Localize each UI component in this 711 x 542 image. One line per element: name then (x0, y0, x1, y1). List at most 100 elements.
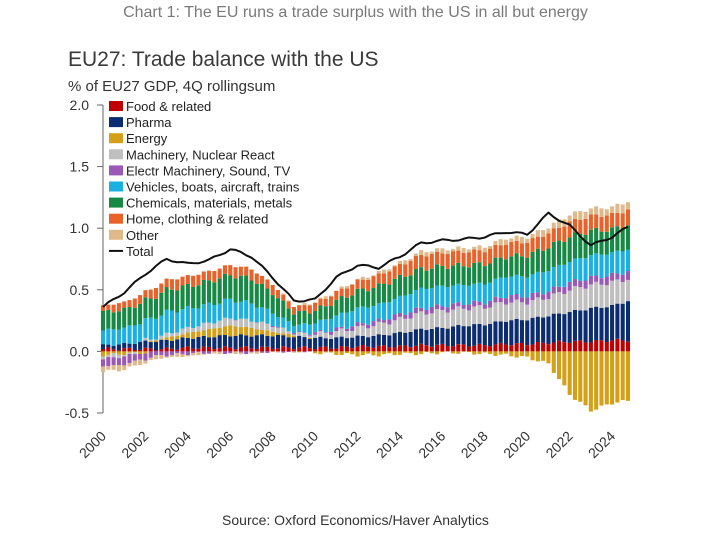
bar-segment (514, 253, 519, 275)
bar-segment (116, 365, 121, 372)
bar-segment (413, 345, 418, 352)
bar-segment (100, 356, 106, 360)
bar-segment (397, 274, 403, 296)
bar-segment (514, 235, 519, 241)
bar-segment (207, 351, 212, 354)
bar-segment (477, 301, 482, 306)
bar-segment (387, 324, 392, 336)
bar-segment (313, 334, 318, 338)
bar-segment (625, 341, 631, 352)
bar-segment (275, 317, 281, 327)
bar-segment (265, 351, 270, 353)
bar-segment (244, 351, 249, 355)
bar-segment (191, 328, 196, 332)
bar-segment (397, 312, 403, 317)
bar-segment (419, 343, 424, 352)
bar-segment (546, 233, 551, 249)
bar-segment (562, 226, 567, 242)
bar-segment (222, 273, 228, 299)
bar-segment (148, 339, 153, 342)
bar-segment (557, 313, 562, 341)
bar-segment (371, 351, 376, 356)
bar-segment (503, 321, 509, 345)
bar-segment (106, 366, 111, 370)
bar-segment (191, 352, 196, 356)
bar-segment (307, 348, 312, 352)
bar-segment (382, 351, 387, 355)
bar-segment (254, 329, 259, 336)
bar-segment (503, 259, 509, 278)
bar-segment (318, 319, 323, 330)
bar-segment (212, 328, 217, 338)
bar-segment (233, 320, 238, 327)
bar-segment (127, 352, 132, 354)
bar-segment (281, 317, 286, 328)
bar-segment (440, 309, 445, 328)
bar-segment (429, 306, 434, 314)
bar-segment (111, 304, 116, 313)
bar-segment (493, 344, 498, 352)
bar-segment (159, 292, 164, 316)
bar-segment (578, 219, 583, 234)
bar-segment (143, 351, 148, 354)
bar-segment (355, 322, 360, 327)
bar-segment (355, 307, 360, 323)
bar-segment (222, 265, 228, 274)
bar-segment (291, 351, 296, 353)
bar-segment (466, 326, 471, 347)
bar-segment (360, 288, 365, 307)
bar-segment (159, 355, 164, 359)
bar-segment (153, 339, 159, 341)
bar-segment (334, 299, 339, 316)
bar-segment (610, 351, 615, 405)
bar-segment (625, 271, 631, 280)
bar-segment (503, 344, 509, 352)
bar-segment (424, 288, 429, 310)
bar-segment (397, 351, 403, 355)
bar-segment (583, 211, 588, 219)
bar-segment (132, 351, 137, 353)
bar-segment (122, 342, 127, 349)
bar-segment (201, 271, 206, 280)
bar-segment (148, 357, 153, 361)
bar-segment (625, 209, 631, 226)
bar-segment (291, 337, 296, 350)
bar-segment (106, 309, 111, 329)
bar-segment (588, 275, 593, 285)
bar-segment (106, 351, 111, 355)
bar-segment (212, 271, 217, 283)
bar-segment (191, 331, 196, 339)
bar-segment (111, 365, 116, 370)
bar-segment (260, 334, 265, 347)
bar-segment (366, 307, 371, 325)
bar-segment (265, 288, 270, 309)
bar-segment (604, 285, 609, 308)
bar-segment (435, 248, 440, 252)
bar-segment (281, 327, 286, 334)
bar-segment (122, 351, 127, 356)
bar-segment (604, 351, 609, 405)
bar-segment (519, 243, 524, 257)
bar-segment (498, 257, 503, 278)
bar-segment (408, 347, 413, 352)
bar-segment (286, 308, 291, 322)
bar-segment (138, 295, 143, 304)
bar-segment (376, 351, 381, 357)
bar-segment (153, 350, 159, 352)
bar-segment (260, 275, 265, 284)
bar-segment (148, 289, 153, 299)
bar-segment (132, 354, 137, 361)
bar-segment (472, 351, 477, 355)
bar-segment (599, 307, 604, 341)
bar-segment (435, 285, 440, 305)
bar-segment (403, 295, 408, 315)
bar-segment (313, 332, 318, 335)
bar-segment (413, 307, 418, 314)
bar-segment (270, 285, 275, 296)
bar-segment (111, 357, 116, 366)
legend-swatch (109, 133, 123, 144)
bar-segment (551, 342, 556, 352)
bar-segment (328, 296, 334, 307)
bar-segment (488, 245, 493, 249)
bar-segment (482, 247, 487, 253)
